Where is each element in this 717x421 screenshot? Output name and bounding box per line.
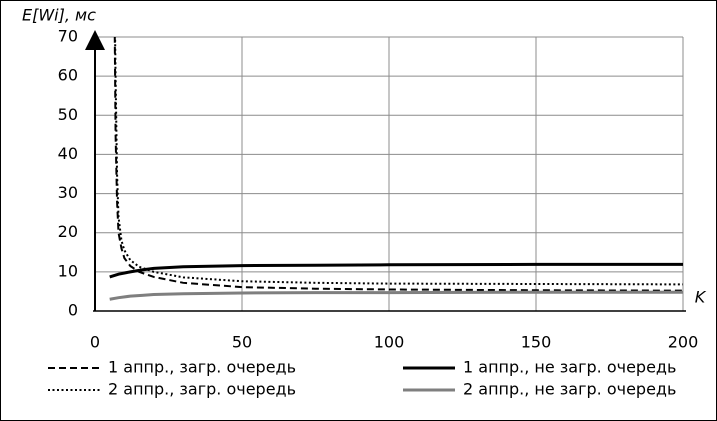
y-tick-label: 70 [58,27,78,46]
y-tick-label: 10 [58,261,78,280]
y-tick-label: 60 [58,66,78,85]
legend-label: 2 аппр., загр. очередь [108,380,296,399]
x-axis-label: K [695,288,707,307]
series-line [109,290,683,301]
x-tick-label: 100 [374,333,405,352]
y-tick-label: 20 [58,222,78,241]
legend-label: 1 аппр., не загр. очередь [463,358,676,377]
x-tick-label: 200 [668,333,699,352]
x-tick-label: 0 [90,333,100,352]
x-tick-label: 50 [232,333,252,352]
y-tick-label: 40 [58,144,78,163]
legend-label: 2 аппр., не загр. очередь [463,380,676,399]
legend-label: 1 аппр., загр. очередь [108,358,296,377]
y-axis-label: E[Wi], мс [22,6,96,25]
series-line [114,37,684,286]
series-line [109,262,683,279]
y-tick-label: 50 [58,105,78,124]
x-tick-label: 150 [521,333,552,352]
y-tick-label: 30 [58,183,78,202]
y-tick-label: 0 [68,301,78,320]
